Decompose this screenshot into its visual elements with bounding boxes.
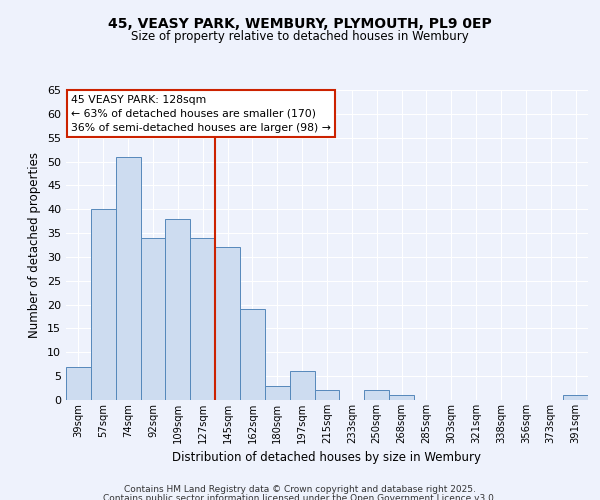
Y-axis label: Number of detached properties: Number of detached properties (28, 152, 41, 338)
Bar (215, 248, 240, 400)
Text: Size of property relative to detached houses in Wembury: Size of property relative to detached ho… (131, 30, 469, 43)
Bar (240, 310, 265, 400)
Bar (563, 395, 588, 400)
Bar (290, 372, 314, 400)
Bar (190, 238, 215, 400)
Bar (364, 390, 389, 400)
Bar (265, 386, 290, 400)
Bar (140, 238, 166, 400)
X-axis label: Distribution of detached houses by size in Wembury: Distribution of detached houses by size … (173, 452, 482, 464)
Bar (166, 219, 190, 400)
Text: Contains HM Land Registry data © Crown copyright and database right 2025.: Contains HM Land Registry data © Crown c… (124, 485, 476, 494)
Bar (116, 157, 140, 400)
Text: Contains public sector information licensed under the Open Government Licence v3: Contains public sector information licen… (103, 494, 497, 500)
Bar (91, 209, 116, 400)
Bar (314, 390, 340, 400)
Text: 45 VEASY PARK: 128sqm
← 63% of detached houses are smaller (170)
36% of semi-det: 45 VEASY PARK: 128sqm ← 63% of detached … (71, 94, 331, 132)
Bar (389, 395, 414, 400)
Text: 45, VEASY PARK, WEMBURY, PLYMOUTH, PL9 0EP: 45, VEASY PARK, WEMBURY, PLYMOUTH, PL9 0… (108, 18, 492, 32)
Bar (66, 366, 91, 400)
